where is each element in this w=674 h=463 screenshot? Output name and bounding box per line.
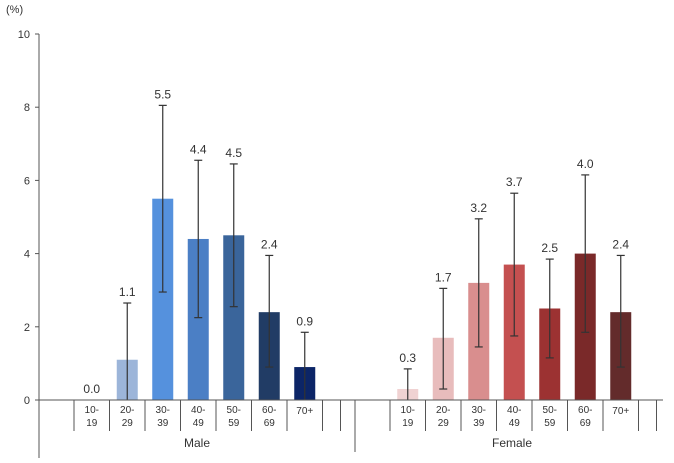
y-tick-label: 2 bbox=[24, 322, 30, 334]
data-label: 4.5 bbox=[225, 146, 242, 160]
x-tick-label: 69 bbox=[580, 418, 592, 429]
x-tick-label: 19 bbox=[86, 418, 98, 429]
x-tick-label: 69 bbox=[264, 418, 276, 429]
group-label: Female bbox=[492, 436, 532, 450]
x-tick-label: 10- bbox=[401, 405, 415, 416]
x-tick-label: 30- bbox=[156, 405, 170, 416]
data-label: 4.4 bbox=[190, 142, 207, 156]
x-tick-label: 19 bbox=[402, 418, 414, 429]
data-label: 5.5 bbox=[154, 87, 171, 101]
x-tick-label: 29 bbox=[438, 418, 450, 429]
x-tick-label: 60- bbox=[578, 405, 592, 416]
y-tick-label: 4 bbox=[24, 249, 30, 261]
data-label: 3.2 bbox=[470, 201, 487, 215]
x-tick-label: 50- bbox=[543, 405, 557, 416]
x-tick-label: 70+ bbox=[296, 406, 313, 417]
x-tick-label: 59 bbox=[228, 418, 240, 429]
x-tick-label: 40- bbox=[507, 405, 521, 416]
x-tick-label: 39 bbox=[473, 418, 485, 429]
y-tick-label: 8 bbox=[24, 102, 30, 114]
y-tick-label: 6 bbox=[24, 175, 30, 187]
y-tick-label: 0 bbox=[24, 395, 30, 407]
error-bars bbox=[123, 104, 625, 400]
x-tick-label: 59 bbox=[544, 418, 556, 429]
bar bbox=[152, 198, 174, 400]
x-axis: 10- 19 20- 29 30- 39 40- 49 50- 59 60- 69 70+ Male 10-… bbox=[39, 399, 663, 452]
x-tick-label: 60- bbox=[262, 405, 276, 416]
x-tick-label: 49 bbox=[193, 418, 205, 429]
data-label: 3.7 bbox=[506, 175, 523, 189]
data-label: 0.3 bbox=[399, 351, 416, 365]
bar bbox=[187, 238, 209, 400]
x-tick-label: 70+ bbox=[612, 406, 629, 417]
data-label: 0.0 bbox=[83, 382, 100, 396]
data-label: 1.7 bbox=[435, 270, 452, 284]
x-tick-label: 10- bbox=[85, 405, 99, 416]
y-axis: 0 2 4 6 8 10 bbox=[18, 29, 40, 458]
data-label: 0.9 bbox=[296, 314, 313, 328]
bars bbox=[116, 198, 632, 400]
group-label: Male bbox=[184, 436, 210, 450]
data-label: 2.5 bbox=[541, 241, 558, 255]
data-label: 2.4 bbox=[261, 237, 278, 251]
x-tick-label: 20- bbox=[120, 405, 134, 416]
data-label: 4.0 bbox=[577, 157, 594, 171]
x-tick-label: 50- bbox=[227, 405, 241, 416]
x-tick-label: 29 bbox=[122, 418, 134, 429]
x-tick-label: 49 bbox=[509, 418, 521, 429]
data-label: 2.4 bbox=[612, 237, 629, 251]
x-tick-label: 30- bbox=[472, 405, 486, 416]
bar bbox=[223, 235, 245, 400]
y-axis-unit-label: (%) bbox=[6, 4, 23, 16]
data-label: 1.1 bbox=[119, 285, 136, 299]
x-tick-label: 20- bbox=[436, 405, 450, 416]
x-tick-label: 40- bbox=[191, 405, 205, 416]
y-tick-label: 10 bbox=[18, 29, 30, 41]
x-tick-label: 39 bbox=[157, 418, 169, 429]
value-labels: 0.0 1.1 5.5 4.4 4.5 2.4 0.9 0.3 1.7 3.2 3.7 2.5 4.0 2… bbox=[83, 87, 629, 396]
